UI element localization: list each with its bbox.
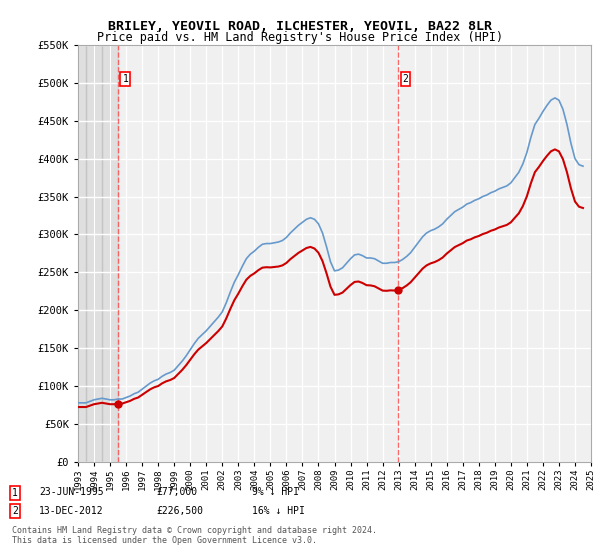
Text: 1: 1 [12,488,18,498]
Text: £226,500: £226,500 [156,506,203,516]
Text: BRILEY, YEOVIL ROAD, ILCHESTER, YEOVIL, BA22 8LR: BRILEY, YEOVIL ROAD, ILCHESTER, YEOVIL, … [108,20,492,32]
Text: Contains HM Land Registry data © Crown copyright and database right 2024.: Contains HM Land Registry data © Crown c… [12,526,377,535]
Bar [110,45,118,462]
Text: 16% ↓ HPI: 16% ↓ HPI [252,506,305,516]
Bar [102,45,110,462]
Text: 9% ↓ HPI: 9% ↓ HPI [252,487,299,497]
Text: 2: 2 [12,506,18,516]
Text: 23-JUN-1995: 23-JUN-1995 [39,487,104,497]
Text: 13-DEC-2012: 13-DEC-2012 [39,506,104,516]
Bar [94,45,102,462]
Text: Price paid vs. HM Land Registry's House Price Index (HPI): Price paid vs. HM Land Registry's House … [97,31,503,44]
Text: £77,000: £77,000 [156,487,197,497]
Bar [86,45,94,462]
Text: 2: 2 [403,74,409,84]
Text: 1: 1 [122,74,128,84]
Bar [78,45,86,462]
Text: This data is licensed under the Open Government Licence v3.0.: This data is licensed under the Open Gov… [12,536,317,545]
